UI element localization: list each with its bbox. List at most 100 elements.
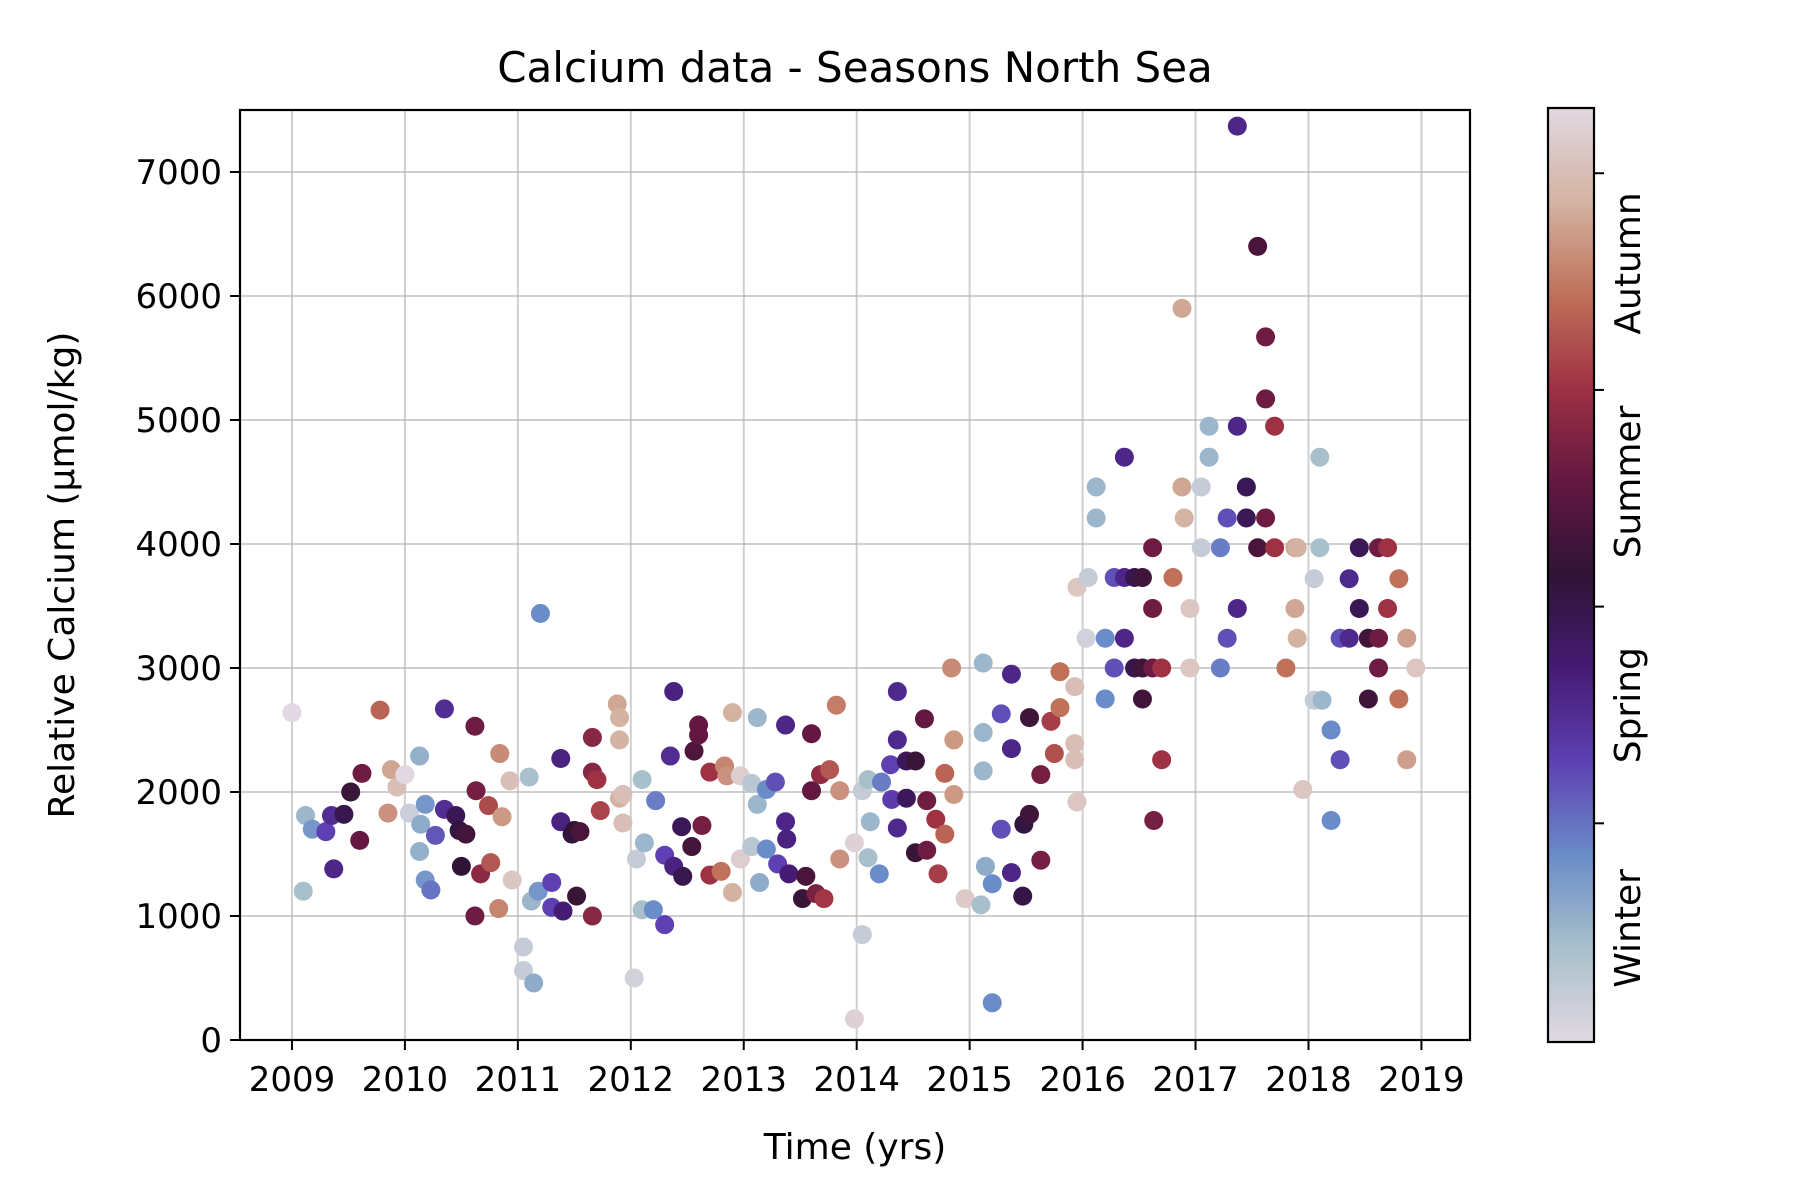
data-point: [982, 874, 1002, 894]
data-point: [1369, 658, 1389, 678]
data-point: [1065, 750, 1085, 770]
data-point: [624, 968, 644, 988]
data-point: [1199, 416, 1219, 436]
data-point: [882, 789, 902, 809]
data-point: [1210, 538, 1230, 558]
data-point: [1378, 538, 1398, 558]
data-point: [632, 770, 652, 790]
data-point: [1227, 116, 1247, 136]
data-point: [1285, 598, 1305, 618]
y-tick-label: 2000: [135, 773, 222, 813]
data-point: [928, 864, 948, 884]
y-tick-label: 7000: [135, 153, 222, 193]
data-point: [844, 833, 864, 853]
x-tick-label: 2019: [1378, 1060, 1465, 1100]
data-point: [1152, 658, 1172, 678]
data-point: [914, 709, 934, 729]
data-point: [410, 842, 430, 862]
colorbar: Winter Spring Summer Autumn: [1546, 106, 1649, 1044]
data-point: [610, 730, 630, 750]
data-point: [742, 837, 762, 857]
y-tick-label: 0: [200, 1021, 222, 1061]
data-point: [896, 788, 916, 808]
data-point: [991, 819, 1011, 839]
data-point: [973, 761, 993, 781]
data-point: [858, 848, 878, 868]
data-point: [1076, 628, 1096, 648]
data-point: [1065, 677, 1085, 697]
data-point: [1020, 804, 1040, 824]
data-point: [465, 906, 485, 926]
data-point: [1287, 538, 1307, 558]
plot-frame: [238, 108, 1472, 1042]
data-point: [765, 772, 785, 792]
data-point: [1330, 750, 1350, 770]
data-point: [1114, 628, 1134, 648]
data-point: [917, 791, 937, 811]
data-point: [991, 704, 1011, 724]
data-point: [935, 824, 955, 844]
y-axis: 0 1000 2000 3000 4000 5000 6000 7000: [135, 153, 240, 1061]
data-point: [293, 881, 313, 901]
x-tick-label: 2014: [813, 1060, 900, 1100]
data-point: [1349, 598, 1369, 618]
data-point: [553, 901, 573, 921]
data-point: [1310, 538, 1330, 558]
data-point: [673, 866, 693, 886]
data-point: [1104, 658, 1124, 678]
data-point: [610, 708, 630, 728]
data-point: [528, 881, 548, 901]
x-tick-label: 2015: [926, 1060, 1013, 1100]
data-point: [646, 791, 666, 811]
colorbar-gradient: [1546, 106, 1596, 1044]
data-point: [1095, 689, 1115, 709]
data-point: [378, 803, 398, 823]
data-point: [1114, 447, 1134, 467]
data-point: [334, 804, 354, 824]
data-point: [917, 840, 937, 860]
data-point: [1236, 477, 1256, 497]
data-point: [466, 781, 486, 801]
data-point: [410, 746, 430, 766]
data-point: [1321, 720, 1341, 740]
data-point: [982, 993, 1002, 1013]
data-point: [682, 837, 702, 857]
data-point: [1095, 628, 1115, 648]
data-point: [944, 784, 964, 804]
grid: [240, 110, 1470, 1041]
data-point: [613, 784, 633, 804]
data-point: [1349, 538, 1369, 558]
data-point: [502, 870, 522, 890]
data-point: [1031, 765, 1051, 785]
data-point: [481, 853, 501, 873]
data-point: [975, 856, 995, 876]
data-point: [1397, 628, 1417, 648]
data-point: [613, 813, 633, 833]
y-tick-label: 3000: [135, 649, 222, 689]
data-point: [887, 682, 907, 702]
data-point: [634, 833, 654, 853]
colorbar-label: Spring: [1608, 647, 1649, 763]
x-axis: 2009 2010 2011 2012 2013 2014 2015 2016 2017 2018…: [249, 1040, 1465, 1100]
data-point: [1256, 508, 1276, 528]
data-point: [570, 822, 590, 842]
data-point: [852, 925, 872, 945]
x-tick-label: 2018: [1265, 1060, 1352, 1100]
data-point: [1210, 658, 1230, 678]
data-point: [530, 603, 550, 623]
data-point: [655, 915, 675, 935]
y-tick-label: 6000: [135, 277, 222, 317]
data-point: [1256, 327, 1276, 347]
data-point: [1293, 780, 1313, 800]
x-tick-label: 2011: [475, 1060, 562, 1100]
data-point: [411, 814, 431, 834]
data-point: [1312, 690, 1332, 710]
data-point: [282, 703, 302, 723]
data-point: [711, 861, 731, 881]
data-point: [700, 762, 720, 782]
data-point: [844, 1009, 864, 1029]
data-point: [869, 864, 889, 884]
data-point: [1227, 598, 1247, 618]
data-point: [1078, 567, 1098, 587]
